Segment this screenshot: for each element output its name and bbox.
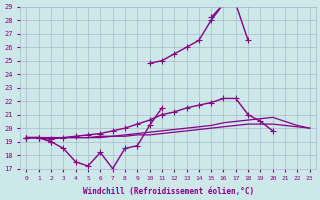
X-axis label: Windchill (Refroidissement éolien,°C): Windchill (Refroidissement éolien,°C) xyxy=(83,187,254,196)
